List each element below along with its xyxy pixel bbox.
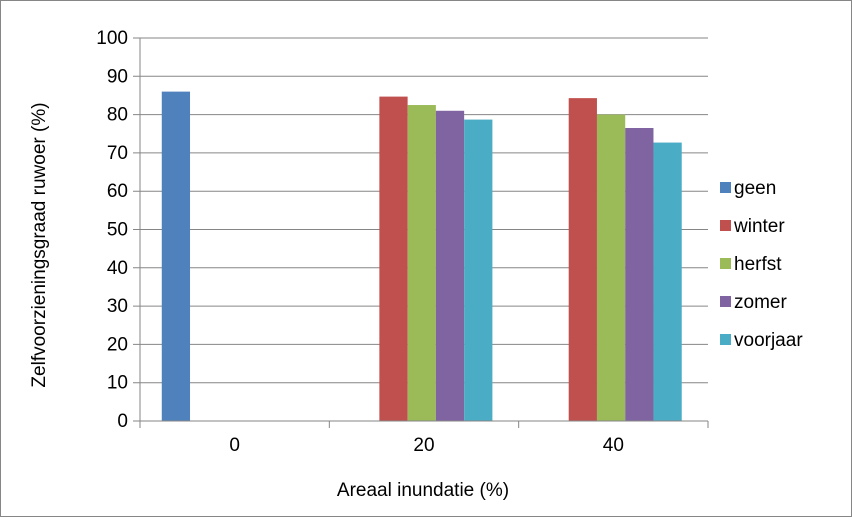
bar-winter-20 <box>379 96 408 421</box>
y-tick-label: 80 <box>107 105 128 126</box>
legend-item-geen: geen <box>720 178 776 199</box>
y-tick-label: 90 <box>107 66 128 87</box>
y-tick-label: 30 <box>107 296 128 317</box>
bar-voorjaar-20 <box>464 119 493 421</box>
legend-item-herfst: herfst <box>720 254 782 275</box>
x-tick-label: 0 <box>229 435 240 456</box>
y-tick-label: 70 <box>107 143 128 164</box>
y-tick-label: 10 <box>107 373 128 394</box>
bar-herfst-20 <box>407 105 436 422</box>
legend-swatch <box>720 334 731 345</box>
legend-swatch <box>720 220 731 231</box>
legend-item-zomer: zomer <box>720 292 787 313</box>
legend-item-voorjaar: voorjaar <box>720 330 803 351</box>
y-tick-label: 0 <box>117 411 128 432</box>
y-tick-label: 20 <box>107 334 128 355</box>
legend-label: voorjaar <box>734 330 803 351</box>
legend-swatch <box>720 296 731 307</box>
y-tick-label: 40 <box>107 258 128 279</box>
x-axis-title: Areaal inundatie (%) <box>337 480 509 501</box>
legend-item-winter: winter <box>720 216 785 237</box>
legend-label: winter <box>733 216 785 237</box>
y-tick-label: 100 <box>96 28 128 49</box>
bar-zomer-40 <box>625 128 654 421</box>
legend-swatch <box>720 258 731 269</box>
y-tick-label: 60 <box>107 181 128 202</box>
axes <box>139 38 709 428</box>
legend-label: zomer <box>734 292 787 313</box>
bars <box>161 91 682 422</box>
legend-swatch <box>720 182 731 193</box>
bar-geen-0 <box>161 91 191 422</box>
bar-zomer-20 <box>435 110 465 422</box>
legend: geen winter herfst zomer voorjaar <box>720 178 803 351</box>
legend-label: herfst <box>734 254 782 275</box>
y-tick-labels: 0 10 20 30 40 50 60 70 80 90 100 <box>96 28 128 432</box>
x-tick-label: 20 <box>413 435 434 456</box>
y-tick-label: 50 <box>107 220 128 241</box>
x-tick-label: 40 <box>603 435 624 456</box>
bar-winter-40 <box>568 98 597 422</box>
bar-voorjaar-40 <box>653 142 682 421</box>
bar-herfst-40 <box>596 114 626 421</box>
x-tick-labels: 0 20 40 <box>229 435 624 456</box>
y-axis-title: Zelfvoorzieningsgraad ruwoer (%) <box>29 102 50 387</box>
legend-label: geen <box>734 178 776 199</box>
